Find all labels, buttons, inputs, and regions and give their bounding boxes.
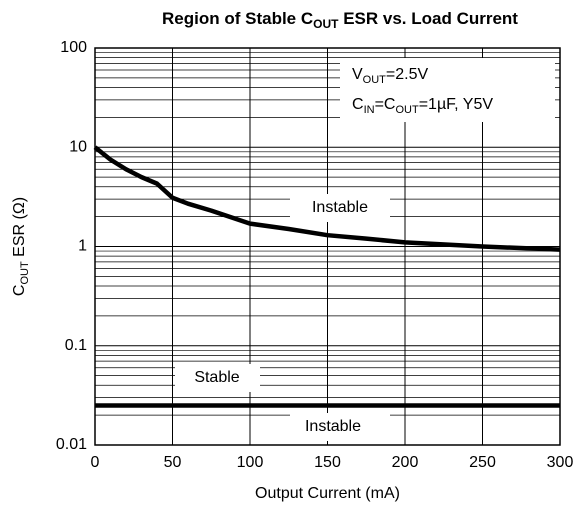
chart-title-part: OUT [313,17,339,31]
data-line [93,145,561,252]
annotation-part: V [352,66,363,83]
annotation: Stable [194,369,239,386]
y-axis-label-part: C [11,285,28,297]
y-axis-label-part: OUT [19,261,31,285]
chart-title-part: Region of Stable C [162,9,313,28]
annotation-part: C [352,96,364,113]
annotation-part: Instable [312,199,368,216]
y-tick-label: 1 [78,238,87,255]
x-tick-label: 300 [547,454,574,471]
annotation: CIN=COUT=1µF, Y5V [352,96,493,115]
x-tick-label: 100 [237,454,264,471]
x-tick-label: 200 [392,454,419,471]
annotation: Instable [312,199,368,216]
x-tick-label: 0 [91,454,100,471]
y-tick-label: 0.1 [65,337,87,354]
chart-title-part: ESR vs. Load Current [338,9,518,28]
y-tick-label: 10 [69,138,87,155]
annotation-part: OUT [395,104,419,116]
annotation-box [340,58,555,122]
annotation-box [290,194,390,222]
y-axis-label: COUT ESR (Ω) [11,197,30,296]
x-tick-label: 250 [469,454,496,471]
annotation-part: IN [364,104,375,116]
annotation-part: Instable [305,418,361,435]
x-tick-label: 150 [314,454,341,471]
annotation-box [175,364,260,392]
annotation-part: =1µF, Y5V [419,96,494,113]
y-axis-label-part: ESR (Ω) [11,197,28,261]
annotation-part: =C [375,96,396,113]
y-tick-label: 100 [60,39,87,56]
x-tick-label: 50 [164,454,182,471]
annotation-part: OUT [363,74,387,86]
y-tick-label: 0.01 [56,436,87,453]
annotation-box [290,413,390,441]
chart-title: Region of Stable COUT ESR vs. Load Curre… [162,9,518,31]
x-axis-label: Output Current (mA) [255,485,400,502]
annotation: Instable [305,418,361,435]
annotation-part: =2.5V [386,66,429,83]
plot-frame [94,47,561,446]
annotation-part: Stable [194,369,239,386]
annotation: VOUT=2.5V [352,66,428,85]
